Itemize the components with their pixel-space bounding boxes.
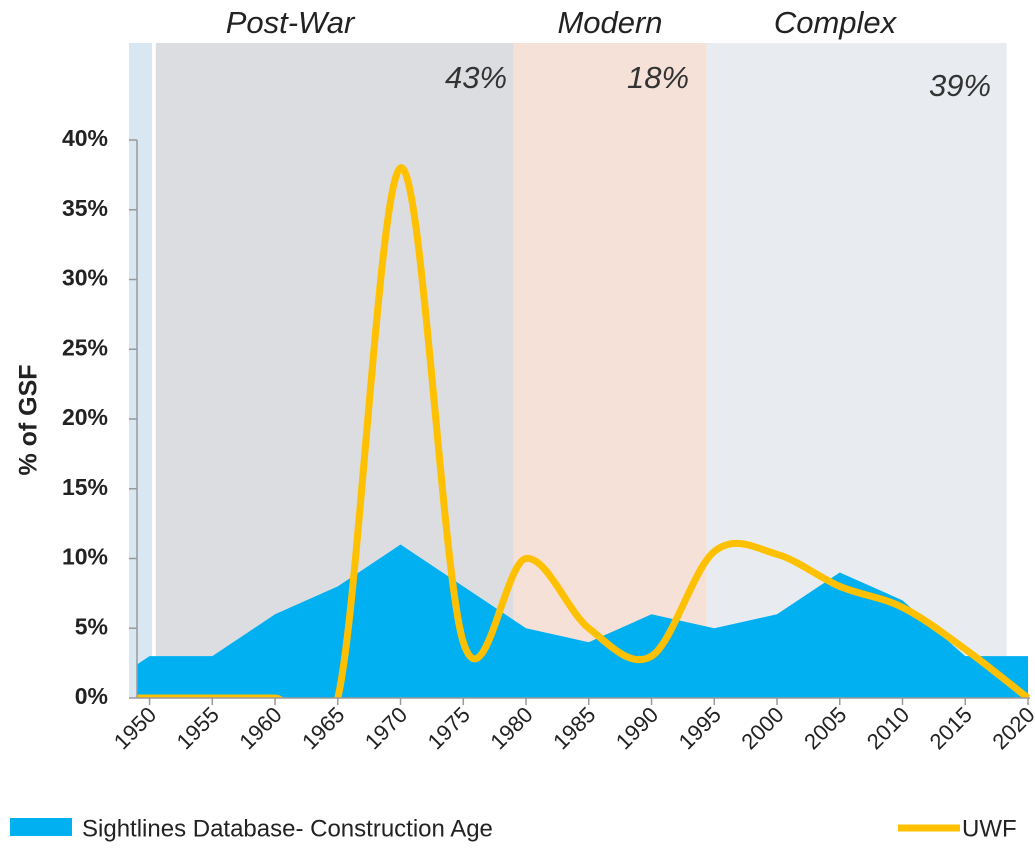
x-tick-label: 2000 [736,702,788,754]
x-tick-label: 1960 [234,702,286,754]
period-share: 43% [445,60,507,95]
y-axis-label: % of GSF [15,364,43,475]
edge-band [129,43,152,698]
x-tick-label: 2010 [862,702,914,754]
period-share: 18% [627,60,689,95]
y-tick-label: 30% [62,265,108,291]
x-tick-label: 1995 [674,702,726,754]
x-tick-label: 1955 [172,702,224,754]
x-tick-label: 1970 [360,702,412,754]
line [137,164,1031,698]
x-tick-label: 1985 [548,702,600,754]
period-label: Modern [557,5,662,40]
legend-swatch [10,818,72,836]
legend-label: UWF [962,815,1017,842]
y-tick-label: 35% [62,195,108,221]
x-tick-label: 2005 [799,702,851,754]
y-tick-label: 40% [62,125,108,151]
period-share: 39% [929,68,991,103]
x-tick-label: 2020 [987,702,1035,754]
x-tick-label: 2015 [925,702,977,754]
period-label: Post-War [226,5,356,40]
x-tick-label: 1980 [485,702,537,754]
x-tick-label: 1975 [423,702,475,754]
x-tick-label: 1950 [109,702,161,754]
marks [137,164,1031,698]
y-tick-label: 5% [75,613,108,639]
y-tick-label: 20% [62,404,108,430]
legend-label: Sightlines Database- Construction Age [82,815,493,842]
y-tick-label: 25% [62,334,108,360]
period-label: Complex [774,5,898,40]
x-tick-label: 1965 [297,702,349,754]
period-band [513,43,707,698]
y-tick-label: 15% [62,474,108,500]
x-tick-label: 1990 [611,702,663,754]
y-tick-label: 0% [75,683,108,709]
area [137,544,1028,698]
y-tick-label: 10% [62,544,108,570]
